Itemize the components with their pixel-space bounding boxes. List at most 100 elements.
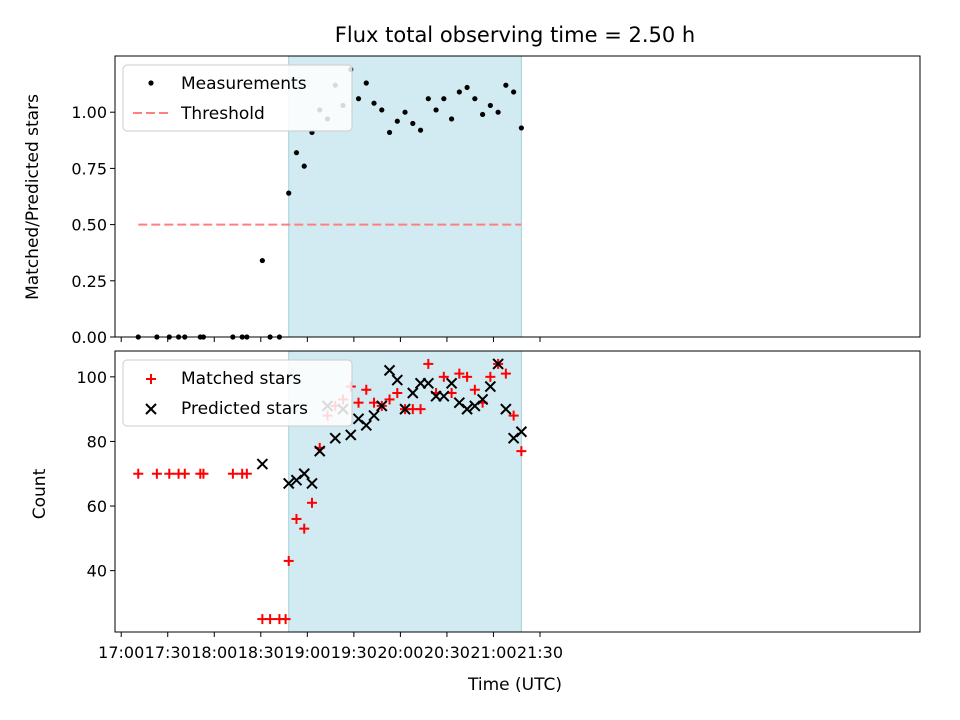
matched-star-point [392, 387, 403, 398]
legend-label-matched: Matched stars [181, 369, 301, 389]
legend: Matched stars Predicted stars [122, 359, 353, 427]
matched-star-point [291, 513, 302, 524]
matched-star-point [516, 446, 527, 457]
predicted-x-b [399, 403, 411, 415]
x-tick-label: 18:30 [238, 643, 284, 662]
measurement-point [379, 107, 385, 113]
x-axis-label: Time (UTC) [467, 675, 562, 695]
x-tick-label: 18:00 [191, 643, 237, 662]
measurement-point [410, 120, 416, 127]
measurement-point [433, 107, 439, 113]
measurement-point [487, 102, 493, 109]
predicted-star-point [329, 432, 341, 444]
measurement-point [394, 118, 400, 124]
measurement-point [417, 127, 424, 133]
y-tick-label: 0.00 [71, 328, 107, 347]
predicted-x-b [352, 413, 365, 425]
matched-star-point [241, 468, 252, 479]
predicted-star-point [445, 377, 458, 390]
predicted-star-point [283, 477, 295, 490]
x-tick-label: 17:30 [145, 643, 191, 662]
legend: Measurements Threshold [122, 64, 353, 132]
measurement-point [456, 89, 462, 95]
y-tick-label: 0.75 [71, 159, 107, 178]
legend-label-measurements: Measurements [181, 74, 307, 94]
matched-star-point [361, 384, 372, 395]
predicted-star-point [399, 403, 411, 415]
matched-star-point [384, 394, 395, 405]
matched-star-point [164, 468, 175, 479]
predicted-x-b [438, 390, 450, 402]
y-tick-label: 60 [87, 497, 107, 516]
predicted-x-b [345, 429, 357, 441]
matched-star-point [508, 410, 519, 421]
y-tick-label: 40 [87, 562, 107, 581]
measurement-point [259, 257, 265, 264]
x-tick-label: 21:00 [470, 643, 516, 662]
predicted-x-b [283, 477, 295, 490]
matched-star-point [353, 397, 364, 408]
matched-star-point [133, 468, 144, 479]
measurement-point [363, 80, 369, 86]
matched-star-point [438, 371, 449, 382]
predicted-star-point [376, 400, 388, 412]
predicted-x-b [484, 380, 497, 393]
predicted-x-b [453, 396, 466, 409]
matched-star-point [462, 371, 473, 382]
measurement-point [503, 82, 509, 88]
y-tick-label: 100 [76, 368, 107, 387]
predicted-x-b [391, 374, 403, 386]
top-y-axis-label: Matched/Predicted stars [23, 94, 43, 300]
measurement-point [425, 96, 431, 102]
predicted-star-point [391, 374, 403, 386]
predicted-star-point [484, 380, 497, 393]
measurement-point [472, 96, 478, 102]
predicted-star-point [500, 403, 512, 415]
predicted-star-point [461, 403, 473, 415]
x-tick-label: 19:30 [331, 643, 377, 662]
matched-star-point [500, 368, 511, 379]
predicted-star-point [360, 419, 372, 431]
measurement-point [518, 125, 524, 131]
y-tick-label: 1.00 [71, 103, 107, 122]
axes-frame [114, 350, 921, 633]
predicted-x-b [461, 403, 473, 415]
measurement-point [301, 163, 307, 169]
matched-star-point [198, 468, 209, 479]
predicted-star-point [368, 409, 380, 422]
x-tick-label: 21:30 [517, 643, 563, 662]
matched-star-point [469, 384, 480, 395]
predicted-x-b [368, 409, 380, 422]
legend-marker-predicted-b [145, 403, 157, 415]
predicted-star-point [345, 429, 357, 441]
measurement-point [355, 96, 362, 102]
measurement-point [386, 129, 393, 136]
predicted-x-b [256, 458, 269, 470]
predicted-star-point [306, 477, 318, 490]
predicted-x-b [376, 400, 388, 412]
predicted-x-b [360, 419, 372, 431]
predicted-star-point [515, 426, 528, 438]
matched-star-point [485, 371, 496, 382]
measurement-point [293, 150, 300, 156]
predicted-x-b [298, 468, 310, 480]
matched-star-point [299, 523, 310, 534]
predicted-x-b [329, 432, 341, 444]
measurement-point [495, 109, 501, 115]
predicted-star-point [438, 390, 450, 402]
matched-star-point [280, 614, 291, 625]
y-tick-label: 0.50 [71, 216, 107, 235]
matched-star-point [454, 368, 465, 379]
measurement-point [480, 111, 486, 118]
measurement-point [371, 100, 377, 106]
predicted-x-b [492, 358, 504, 370]
y-tick-label: 0.25 [71, 272, 107, 291]
measurement-point [286, 190, 292, 196]
chart-title: Flux total observing time = 2.50 h [335, 23, 695, 47]
predicted-x-b [476, 393, 489, 406]
predicted-star-point [476, 393, 489, 406]
predicted-star-point [492, 358, 504, 370]
x-tick-label: 20:30 [424, 643, 470, 662]
